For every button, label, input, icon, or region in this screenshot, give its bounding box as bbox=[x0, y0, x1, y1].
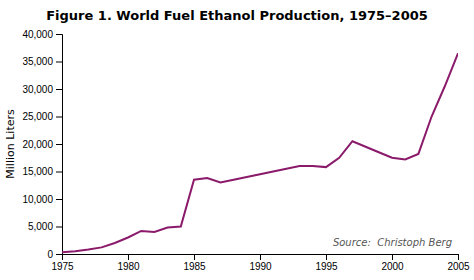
y-tick-mark bbox=[56, 172, 62, 173]
y-tick-label: 10,000 bbox=[22, 194, 53, 205]
y-tick-mark bbox=[56, 89, 62, 90]
y-tick-label: 35,000 bbox=[22, 56, 53, 67]
x-tick: 1980 bbox=[117, 254, 140, 272]
y-tick-mark bbox=[56, 227, 62, 228]
y-tick: 5,000 bbox=[28, 221, 62, 232]
y-tick: 0 bbox=[47, 249, 62, 260]
x-tick: 2005 bbox=[447, 254, 470, 272]
y-tick-mark bbox=[56, 34, 62, 35]
y-tick-label: 40,000 bbox=[22, 29, 53, 40]
x-tick-mark bbox=[128, 254, 129, 260]
x-axis-line bbox=[63, 255, 459, 261]
x-tick-mark bbox=[260, 254, 261, 260]
y-tick: 20,000 bbox=[22, 139, 62, 150]
y-tick-label: 20,000 bbox=[22, 139, 53, 150]
x-tick-label: 1995 bbox=[315, 261, 338, 272]
x-tick: 1990 bbox=[249, 254, 272, 272]
y-tick-mark bbox=[56, 62, 62, 63]
x-tick-mark bbox=[458, 254, 459, 260]
y-tick-label: 30,000 bbox=[22, 84, 53, 95]
x-axis: 1975 1980 1985 1990 1995 2000 2005 bbox=[51, 254, 470, 272]
y-tick: 10,000 bbox=[22, 194, 62, 205]
y-tick-mark bbox=[56, 117, 62, 118]
plot: 1975 1980 1985 1990 1995 2000 2005 0 5,000 10,000… bbox=[22, 29, 470, 272]
y-tick-label: 15,000 bbox=[22, 166, 53, 177]
y-tick-mark bbox=[56, 144, 62, 145]
x-tick-label: 1975 bbox=[51, 261, 74, 272]
y-tick-mark bbox=[56, 199, 62, 200]
y-tick-label: 5,000 bbox=[28, 221, 53, 232]
y-axis-line bbox=[56, 35, 63, 255]
x-tick: 1995 bbox=[315, 254, 338, 272]
title: Figure 1. World Fuel Ethanol Production,… bbox=[46, 8, 428, 23]
y-axis: 0 5,000 10,000 15,000 20,000 25,000 30,000 35,0… bbox=[22, 29, 62, 260]
marks bbox=[62, 53, 458, 252]
x-tick-mark bbox=[194, 254, 195, 260]
y-tick: 30,000 bbox=[22, 84, 62, 95]
x-tick-label: 2005 bbox=[447, 261, 470, 272]
y-tick: 35,000 bbox=[22, 56, 62, 67]
annotation: Source: Christoph Berg bbox=[333, 237, 452, 248]
x-tick-label: 1990 bbox=[249, 261, 272, 272]
x-tick: 1975 bbox=[51, 254, 74, 272]
x-tick-label: 2000 bbox=[381, 261, 404, 272]
y-tick: 15,000 bbox=[22, 166, 62, 177]
x-tick: 1985 bbox=[183, 254, 206, 272]
x-tick-mark bbox=[392, 254, 393, 260]
y-axis-title: Million Liters bbox=[4, 109, 17, 179]
y-tick-mark bbox=[56, 254, 62, 255]
y-tick-label: 25,000 bbox=[22, 111, 53, 122]
x-tick: 2000 bbox=[381, 254, 404, 272]
x-tick-label: 1985 bbox=[183, 261, 206, 272]
y-tick-label: 0 bbox=[47, 249, 53, 260]
y-tick: 40,000 bbox=[22, 29, 62, 40]
y-tick: 25,000 bbox=[22, 111, 62, 122]
x-tick-mark bbox=[326, 254, 327, 260]
x-tick-label: 1980 bbox=[117, 261, 140, 272]
data-line bbox=[62, 53, 458, 252]
chart: 1975 1980 1985 1990 1995 2000 2005 0 5,000 10,000… bbox=[0, 0, 474, 280]
